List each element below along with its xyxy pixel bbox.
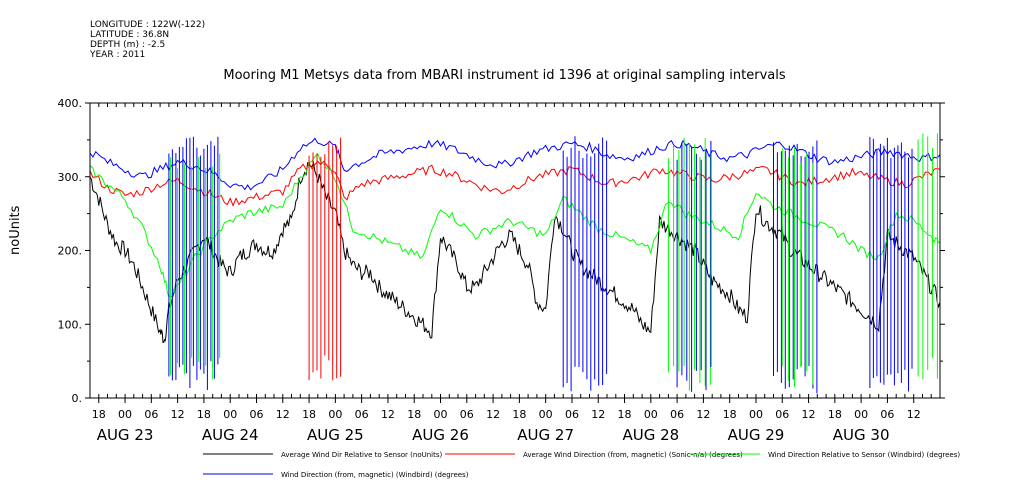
spike-series — [773, 140, 818, 394]
x-date-label: AUG 30 — [833, 426, 890, 444]
x-tick-label: 06 — [565, 408, 579, 421]
chart-title: Mooring M1 Metsys data from MBARI instru… — [223, 68, 786, 83]
x-minor-ticks — [89, 103, 941, 398]
x-tick-label: 00 — [539, 408, 553, 421]
spike-series — [676, 141, 712, 392]
x-tick-label: 06 — [355, 408, 369, 421]
x-tick-label: 00 — [118, 408, 132, 421]
x-tick-label: 06 — [460, 408, 474, 421]
x-date-label: AUG 26 — [412, 426, 469, 444]
legend-label: Wind Direction (from, magnetic) (Windbir… — [281, 471, 469, 479]
y-tick-label: 200. — [58, 245, 83, 258]
y-tick-label: 300. — [58, 171, 83, 184]
y-tick-label: 100. — [58, 318, 83, 331]
x-tick-label: 18 — [512, 408, 526, 421]
x-tick-label: 18 — [302, 408, 316, 421]
x-tick-label: 18 — [828, 408, 842, 421]
legend-label: Wind Direction Relative to Sensor (Windb… — [768, 451, 960, 459]
x-tick-label: 18 — [618, 408, 632, 421]
x-date-label: AUG 27 — [517, 426, 574, 444]
x-tick-label: 18 — [407, 408, 421, 421]
x-tick-label: 18 — [197, 408, 211, 421]
x-date-label: AUG 29 — [728, 426, 785, 444]
x-date-label: AUG 28 — [622, 426, 679, 444]
x-tick-label: 00 — [854, 408, 868, 421]
spike-series — [308, 137, 342, 381]
spike-series — [170, 153, 221, 380]
metadata-block: LONGITUDE : 122W(-122) LATITUDE : 36.8N … — [90, 20, 205, 60]
x-tick-label: 12 — [276, 408, 290, 421]
legend-label: Average Wind Direction (from, magnetic) … — [523, 451, 743, 459]
x-tick-label: 12 — [381, 408, 395, 421]
x-tick-label: 12 — [802, 408, 816, 421]
spike-series — [562, 136, 608, 392]
spike-series — [917, 133, 938, 380]
x-tick-label: 00 — [328, 408, 342, 421]
legend-label: Average Wind Dir Relative to Sensor (noU… — [281, 451, 442, 459]
y-tick-label: 400. — [58, 97, 83, 110]
x-tick-label: 00 — [749, 408, 763, 421]
x-tick-label: 12 — [907, 408, 921, 421]
x-date-label: AUG 25 — [307, 426, 364, 444]
spike-series — [869, 136, 913, 392]
x-tick-label: 12 — [591, 408, 605, 421]
x-tick-label: 12 — [486, 408, 500, 421]
x-tick-label: 06 — [249, 408, 263, 421]
x-tick-label: 00 — [434, 408, 448, 421]
x-tick-label: 06 — [775, 408, 789, 421]
x-tick-label: 12 — [171, 408, 185, 421]
year-text: YEAR : 2011 — [90, 50, 146, 60]
spike-series — [781, 147, 814, 387]
x-tick-label: 00 — [223, 408, 237, 421]
longitude-text: LONGITUDE : 122W(-122) — [90, 20, 206, 30]
x-date-label: AUG 24 — [202, 426, 259, 444]
x-tick-label: 00 — [644, 408, 658, 421]
x-date-label: AUG 23 — [97, 426, 154, 444]
x-tick-label: 06 — [144, 408, 158, 421]
depth-text: DEPTH (m) : -2.5 — [90, 40, 166, 50]
latitude-text: LATITUDE : 36.8N — [90, 30, 170, 40]
series-line — [89, 152, 941, 298]
x-tick-label: 12 — [696, 408, 710, 421]
x-tick-label: 06 — [880, 408, 894, 421]
spike-series — [168, 136, 219, 390]
x-tick-label: 18 — [723, 408, 737, 421]
x-tick-label: 06 — [670, 408, 684, 421]
x-tick-label: 18 — [92, 408, 106, 421]
y-tick-label: 0. — [72, 392, 83, 405]
